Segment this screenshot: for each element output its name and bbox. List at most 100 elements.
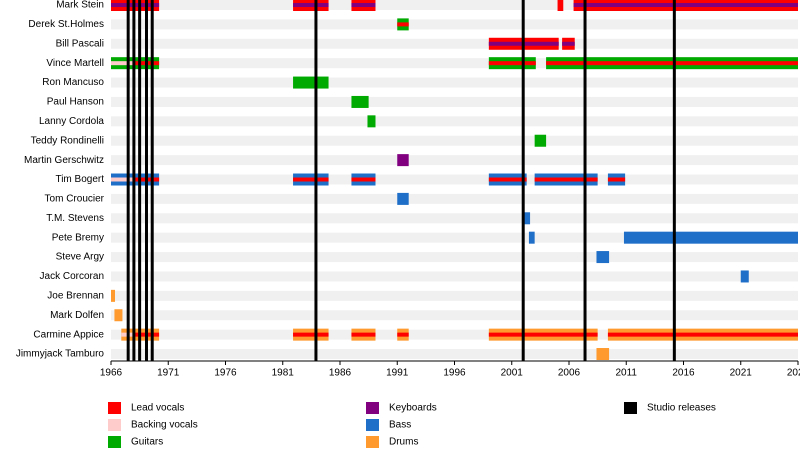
member-label: Pete Bremy bbox=[52, 232, 104, 243]
member-label: Jack Corcoran bbox=[40, 271, 104, 282]
member-label: Jimmyjack Tamburo bbox=[16, 349, 105, 360]
row-band bbox=[111, 135, 798, 146]
membership-bar bbox=[596, 348, 610, 361]
row-band bbox=[111, 213, 798, 224]
member-label: Carmine Appice bbox=[33, 329, 104, 340]
member-label: T.M. Stevens bbox=[46, 213, 104, 224]
role-stripe bbox=[351, 332, 376, 337]
legend-label: Drums bbox=[389, 437, 418, 448]
role-stripe bbox=[607, 177, 626, 182]
legend-swatch bbox=[366, 402, 379, 414]
role-stripe bbox=[111, 61, 136, 66]
x-tick-label: 2011 bbox=[615, 368, 637, 379]
row-band bbox=[111, 290, 798, 301]
legend-swatch bbox=[366, 419, 379, 431]
membership-bar bbox=[114, 309, 123, 322]
legend-swatch bbox=[108, 436, 121, 448]
member-label: Vince Martell bbox=[46, 58, 104, 69]
member-label: Tim Bogert bbox=[55, 174, 104, 185]
row-band bbox=[111, 77, 798, 88]
row-band bbox=[111, 0, 798, 10]
role-stripe bbox=[293, 177, 329, 182]
membership-bar bbox=[623, 231, 798, 244]
row-band bbox=[111, 38, 798, 49]
role-stripe bbox=[111, 177, 136, 182]
row-band bbox=[111, 193, 798, 204]
x-tick-label: 1991 bbox=[386, 368, 409, 379]
membership-bar bbox=[528, 231, 535, 244]
membership-bar bbox=[367, 115, 376, 128]
member-label: Steve Argy bbox=[56, 252, 104, 263]
row-band bbox=[111, 271, 798, 282]
member-label: Paul Hanson bbox=[47, 97, 104, 108]
legend-label: Keyboards bbox=[389, 403, 437, 414]
x-tick-label: 2021 bbox=[730, 368, 753, 379]
member-label: Tom Croucier bbox=[45, 194, 105, 205]
membership-bar bbox=[111, 289, 116, 302]
membership-bar bbox=[557, 0, 564, 11]
row-band bbox=[111, 19, 798, 30]
role-stripe bbox=[351, 177, 376, 182]
role-stripe bbox=[293, 332, 329, 337]
role-stripe bbox=[397, 332, 409, 337]
x-tick-label: 1996 bbox=[443, 368, 466, 379]
row-band bbox=[111, 252, 798, 263]
member-label: Joe Brennan bbox=[47, 290, 104, 301]
role-stripe bbox=[351, 3, 376, 7]
role-stripe bbox=[573, 3, 798, 7]
legend-label: Studio releases bbox=[647, 403, 716, 414]
role-stripe bbox=[488, 177, 527, 182]
x-tick-label: 1976 bbox=[214, 368, 237, 379]
role-stripe bbox=[397, 22, 409, 27]
legend-swatch bbox=[108, 419, 121, 431]
x-tick-label: 2006 bbox=[558, 368, 581, 379]
row-band bbox=[111, 116, 798, 127]
x-tick-label: 1971 bbox=[157, 368, 180, 379]
x-tick-label: 1981 bbox=[272, 368, 295, 379]
member-label: Mark Stein bbox=[56, 0, 104, 11]
role-stripe bbox=[546, 61, 798, 66]
member-label: Derek St.Holmes bbox=[28, 19, 104, 30]
row-band bbox=[111, 58, 798, 69]
member-label: Martin Gerschwitz bbox=[24, 155, 104, 166]
role-stripe bbox=[534, 177, 598, 182]
legend-label: Bass bbox=[389, 420, 411, 431]
member-label: Lanny Cordola bbox=[39, 116, 104, 127]
x-tick-label: 2016 bbox=[672, 368, 695, 379]
row-band bbox=[111, 329, 798, 340]
x-tick-label: 1966 bbox=[100, 368, 123, 379]
legend-swatch bbox=[624, 402, 637, 414]
role-stripe bbox=[607, 332, 798, 337]
membership-bar bbox=[534, 134, 547, 147]
row-band bbox=[111, 96, 798, 107]
role-stripe bbox=[488, 332, 598, 337]
membership-bar bbox=[397, 192, 409, 205]
x-tick-label: 2001 bbox=[501, 368, 524, 379]
x-tick-label: 2026 bbox=[787, 368, 800, 379]
membership-bar bbox=[524, 212, 531, 225]
membership-bar bbox=[740, 270, 749, 283]
row-band bbox=[111, 349, 798, 360]
member-label: Mark Dolfen bbox=[50, 310, 104, 321]
legend-label: Guitars bbox=[131, 437, 163, 448]
row-band bbox=[111, 232, 798, 243]
x-tick-label: 1986 bbox=[329, 368, 352, 379]
membership-bar bbox=[293, 76, 329, 89]
row-band bbox=[111, 174, 798, 185]
legend-swatch bbox=[366, 436, 379, 448]
role-stripe bbox=[293, 3, 329, 7]
legend-swatch bbox=[108, 402, 121, 414]
row-band bbox=[111, 310, 798, 321]
role-stripe bbox=[488, 61, 536, 66]
role-stripe bbox=[562, 41, 575, 46]
member-label: Bill Pascali bbox=[56, 38, 104, 49]
membership-bar bbox=[596, 251, 610, 264]
membership-bar bbox=[397, 154, 409, 167]
row-band bbox=[111, 155, 798, 166]
legend-label: Backing vocals bbox=[131, 420, 198, 431]
membership-bar bbox=[351, 95, 369, 108]
member-label: Teddy Rondinelli bbox=[31, 135, 104, 146]
legend-label: Lead vocals bbox=[131, 403, 184, 414]
member-label: Ron Mancuso bbox=[42, 77, 104, 88]
